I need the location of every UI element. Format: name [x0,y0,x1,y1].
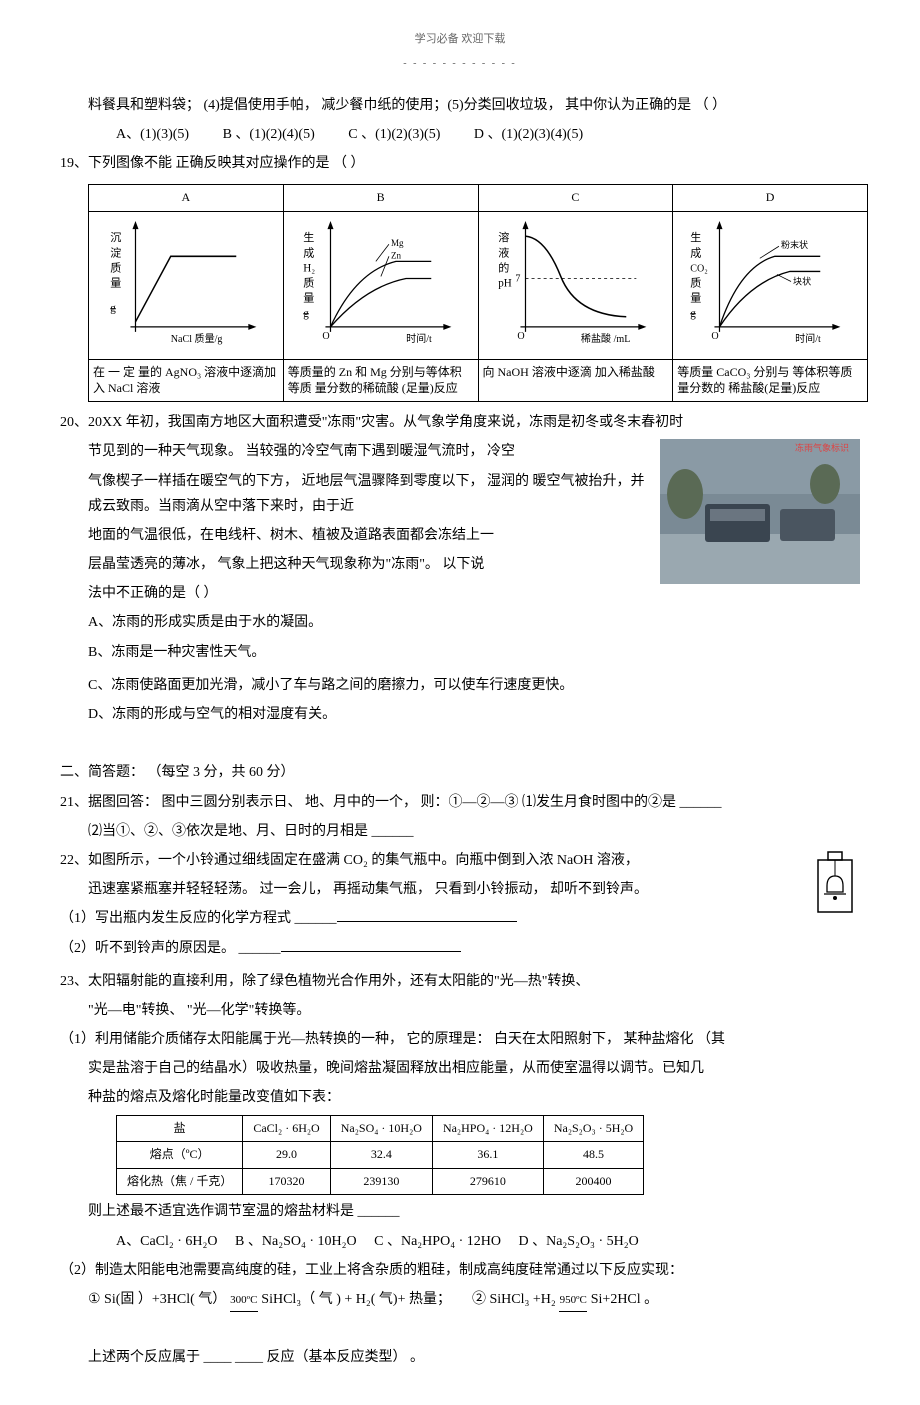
q22-l2: （1）写出瓶内发生反应的化学方程式 ______ [60,906,860,931]
q23-options: A、CaCl₂ · 6H₂O B 、Na₂SO₄ · 10H₂O C 、Na₂H… [60,1229,860,1254]
svg-text:溶: 溶 [498,230,509,244]
q22-l1: 迅速塞紧瓶塞并轻轻轻荡。 过一会儿， 再摇动集气瓶， 只看到小铃振动， 却听不到… [60,877,860,902]
svg-text:量: 量 [303,292,314,305]
q19-chart-table: A B C D 沉 淀 质 量 g NaCl 质量/g [88,184,868,402]
svg-text:g: g [691,308,697,320]
q18-opt-d: D 、(1)(2)(3)(4)(5) [474,127,583,142]
svg-text:冻雨气象标识: 冻雨气象标识 [795,442,849,453]
svg-text:g: g [303,308,309,320]
svg-text:pH: pH [498,277,512,289]
q19-desc-b: 等质量的 Zn 和 Mg 分别与等体积等质 量分数的稀硫酸 (足量)反应 [283,359,478,402]
q23-l6: （2）制造太阳能电池需要高纯度的硅，工业上将含杂质的粗硅，制成高纯度硅常通过以下… [60,1258,860,1283]
q18-tail-line1: 料餐具和塑料袋； (4)提倡使用手帕， 减少餐巾纸的使用；(5)分类回收垃圾， … [60,93,860,118]
svg-text:沉: 沉 [110,231,121,244]
svg-text:质: 质 [110,261,121,274]
salt-h1: CaCl₂ · 6H₂O [243,1115,330,1142]
q19-chart-a: 沉 淀 质 量 g NaCl 质量/g [89,211,284,359]
q23-l1: "光—电"转换、 "光—化学"转换等。 [60,998,860,1023]
q19-header-a: A [89,185,284,212]
svg-text:成: 成 [303,246,314,259]
bell-jar-icon [810,848,860,918]
svg-text:生: 生 [691,230,702,244]
svg-text:量: 量 [691,292,702,305]
svg-text:生: 生 [303,230,314,244]
salt-h0: 盐 [117,1115,243,1142]
q23-opt-b: B 、Na₂SO₄ · 10H₂O [235,1234,357,1249]
table-row: 熔点（ºC） 29.0 32.4 36.1 48.5 [117,1142,644,1169]
table-row: 熔化热（焦 / 千克） 170320 239130 279610 200400 [117,1168,644,1195]
q23-salt-table: 盐 CaCl₂ · 6H₂O Na₂SO₄ · 10H₂O Na₂HPO₄ · … [116,1115,644,1196]
q23-l2: （1）利用储能介质储存太阳能属于光—热转换的一种， 它的原理是： 白天在太阳照射… [60,1027,860,1052]
q19-header-d: D [673,185,868,212]
svg-text:NaCl 质量/g: NaCl 质量/g [171,333,223,345]
q18-opt-c: C 、(1)(2)(3)(5) [348,127,440,142]
svg-text:O: O [322,331,329,342]
q23-opt-a: A、CaCl₂ · 6H₂O [116,1234,218,1249]
svg-text:成: 成 [691,246,702,259]
svg-text:液: 液 [498,245,509,259]
q18-opt-a: A、(1)(3)(5) [116,127,189,142]
svg-text:的: 的 [498,260,509,274]
q20-l5: 法中不正确的是（ ） [60,581,860,606]
q23-l7: 上述两个反应属于 ____ ____ 反应（基本反应类型） 。 [60,1345,860,1370]
q20-opt-d: D、冻雨的形成与空气的相对湿度有关。 [60,702,860,727]
svg-text:Mg: Mg [391,238,404,248]
q23-opt-d: D 、Na₂S₂O₃ · 5H₂O [518,1234,638,1249]
q21-l2: ⑵当①、②、③依次是地、月、日时的月相是 ______ [60,819,860,844]
q18-options: A、(1)(3)(5) B 、(1)(2)(4)(5) C 、(1)(2)(3)… [60,122,860,147]
svg-text:质: 质 [691,276,702,289]
svg-text:淀: 淀 [110,245,121,259]
page-header-line: - - - - - - - - - - - - [60,55,860,73]
q18-opt-b: B 、(1)(2)(4)(5) [223,127,315,142]
q19-chart-c: 溶 液 的 pH 7 O 稀盐酸 /mL [478,211,673,359]
q23-eq: ① Si(固 ）+3HCl( 气） 300ºC SiHCl₃（ 气 ) + H₂… [60,1287,860,1312]
q20-opt-b: B、冻雨是一种灾害性天气。 [60,640,860,665]
salt-h4: Na₂S₂O₃ · 5H₂O [543,1115,643,1142]
q19-header-b: B [283,185,478,212]
svg-text:H₂: H₂ [303,262,315,274]
svg-text:量: 量 [110,276,121,289]
svg-text:质: 质 [303,276,314,289]
salt-h3: Na₂HPO₄ · 12H₂O [432,1115,543,1142]
svg-text:O: O [712,331,719,342]
freezing-rain-photo: 冻雨气象标识 [660,439,860,584]
q23-l5: 则上述最不适宜选作调节室温的熔盐材料是 ______ [60,1199,860,1224]
q22-stem: 22、如图所示，一个小铃通过细线固定在盛满 CO₂ 的集气瓶中。向瓶中倒到入浓 … [60,848,860,873]
q23-l3: 实是盐溶于自己的结晶水）吸收热量，晚间熔盐凝固释放出相应能量，从而使室温得以调节… [60,1056,860,1081]
q19-desc-c: 向 NaOH 溶液中逐滴 加入稀盐酸 [478,359,673,402]
q23-stem: 23、太阳辐射能的直接利用，除了绿色植物光合作用外，还有太阳能的"光—热"转换、 [60,969,860,994]
q23-l4: 种盐的熔点及熔化时能量改变值如下表： [60,1085,860,1110]
page-header: 学习必备 欢迎下载 [60,30,860,50]
section2-title: 二、简答题： （每空 3 分，共 60 分） [60,760,860,785]
svg-text:O: O [517,331,524,342]
q22-l3: （2）听不到铃声的原因是。 ______ [60,936,860,961]
svg-text:g: g [110,303,116,315]
q20-opt-c: C、冻雨使路面更加光滑，减小了车与路之间的磨擦力，可以使车行速度更快。 [60,673,860,698]
svg-text:粉末状: 粉末状 [781,239,808,250]
q19-chart-d: 生 成 CO₂ 质 量 g O 时间/t 粉末状 块状 [673,211,868,359]
q21-stem: 21、据图回答： 图中三圆分别表示日、 地、月中的一个， 则：①—②—③ ⑴发生… [60,790,860,815]
svg-text:稀盐酸 /mL: 稀盐酸 /mL [580,332,629,345]
q19-stem: 19、下列图像不能 正确反映其对应操作的是 （ ） [60,151,860,176]
q23-opt-c: C 、Na₂HPO₄ · 12HO [374,1234,501,1249]
q19-desc-a: 在 一 定 量的 AgNO₃ 溶液中逐滴加 入 NaCl 溶液 [89,359,284,402]
q19-desc-d: 等质量 CaCO₃ 分别与 等体积等质量分数的 稀盐酸(足量)反应 [673,359,868,402]
svg-text:时间/t: 时间/t [795,332,821,345]
svg-text:CO₂: CO₂ [691,263,709,274]
reaction-condition-1: 300ºC [230,1291,258,1312]
svg-text:7: 7 [515,273,520,284]
svg-text:块状: 块状 [793,275,811,286]
q20-stem: 20、20XX 年初，我国南方地区大面积遭受"冻雨"灾害。从气象学角度来说，冻雨… [60,410,860,435]
q19-header-c: C [478,185,673,212]
svg-text:Zn: Zn [391,250,402,260]
svg-text:时间/t: 时间/t [406,332,432,345]
q19-chart-b: 生 成 H₂ 质 量 g O 时间/t Mg Zn [283,211,478,359]
reaction-condition-2: 950ºC [559,1291,587,1312]
q20-opt-a: A、冻雨的形成实质是由于水的凝固。 [60,610,860,635]
salt-h2: Na₂SO₄ · 10H₂O [330,1115,432,1142]
